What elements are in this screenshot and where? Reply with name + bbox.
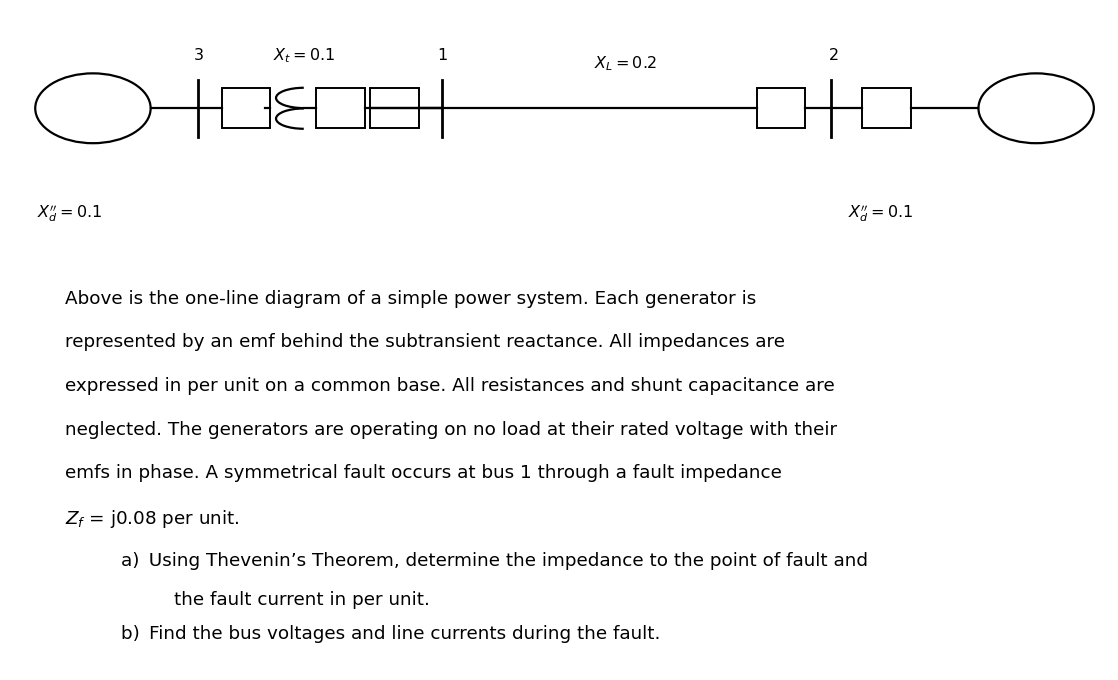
Bar bbox=[862, 88, 911, 129]
Bar bbox=[316, 88, 364, 129]
Text: expressed in per unit on a common base. All resistances and shunt capacitance ar: expressed in per unit on a common base. … bbox=[65, 377, 835, 395]
Text: Above is the one-line diagram of a simple power system. Each generator is: Above is the one-line diagram of a simpl… bbox=[65, 290, 757, 307]
Text: the fault current in per unit.: the fault current in per unit. bbox=[174, 590, 429, 609]
Text: b) Find the bus voltages and line currents during the fault.: b) Find the bus voltages and line curren… bbox=[121, 626, 660, 643]
Bar bbox=[757, 88, 805, 129]
Text: $X_t = 0.1$: $X_t = 0.1$ bbox=[273, 46, 335, 65]
Text: emfs in phase. A symmetrical fault occurs at bus 1 through a fault impedance: emfs in phase. A symmetrical fault occur… bbox=[65, 464, 783, 482]
Text: $X_d^{\prime\prime} = 0.1$: $X_d^{\prime\prime} = 0.1$ bbox=[38, 203, 103, 224]
Bar bbox=[221, 88, 271, 129]
Text: represented by an emf behind the subtransient reactance. All impedances are: represented by an emf behind the subtran… bbox=[65, 333, 785, 352]
Text: 2: 2 bbox=[830, 48, 840, 63]
Bar bbox=[370, 88, 419, 129]
Text: 3: 3 bbox=[193, 48, 203, 63]
Text: $X_d^{\prime\prime} = 0.1$: $X_d^{\prime\prime} = 0.1$ bbox=[847, 203, 912, 224]
Text: 1: 1 bbox=[437, 48, 447, 63]
Text: neglected. The generators are operating on no load at their rated voltage with t: neglected. The generators are operating … bbox=[65, 421, 837, 439]
Text: $X_L = 0.2$: $X_L = 0.2$ bbox=[594, 54, 657, 73]
Text: a) Using Thevenin’s Theorem, determine the impedance to the point of fault and: a) Using Thevenin’s Theorem, determine t… bbox=[121, 551, 868, 570]
Text: $Z_f$ = j0.08 per unit.: $Z_f$ = j0.08 per unit. bbox=[65, 508, 240, 530]
